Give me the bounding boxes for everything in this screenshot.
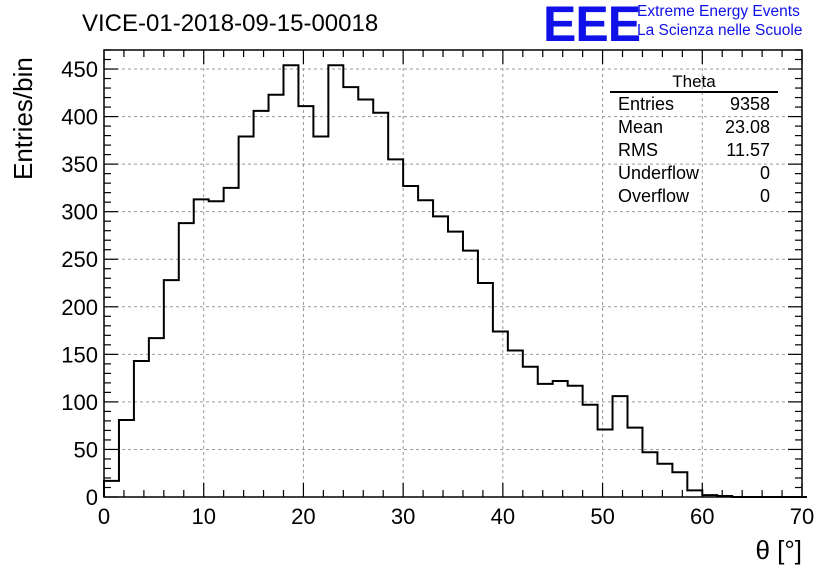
histogram-bin xyxy=(119,420,134,497)
chart-title: VICE-01-2018-09-15-00018 xyxy=(82,10,379,37)
stats-label: RMS xyxy=(618,140,658,160)
y-axis-label-wrap: Entries/bin xyxy=(8,57,38,180)
histogram-bin xyxy=(388,159,403,497)
y-tick-label: 50 xyxy=(74,437,98,462)
histogram-bin xyxy=(298,106,313,497)
histogram-bin xyxy=(418,200,433,497)
histogram-bin xyxy=(583,405,598,497)
histogram-bin xyxy=(433,216,448,497)
histogram-bin xyxy=(568,386,583,497)
histogram-bin xyxy=(508,351,523,497)
stats-box: Theta Entries 9358 Mean 23.08 RMS 11.57 … xyxy=(610,72,778,208)
histogram-bin xyxy=(478,283,493,497)
histogram-bin xyxy=(628,428,643,497)
stats-value: 0 xyxy=(759,186,770,206)
stats-row-mean: Mean 23.08 xyxy=(610,116,778,139)
eee-logo: EEE xyxy=(543,0,641,52)
histogram-bin xyxy=(672,472,687,497)
histogram-bin xyxy=(134,361,149,497)
x-tick-label: 0 xyxy=(98,504,110,529)
histogram-bin xyxy=(313,137,328,497)
y-tick-label: 200 xyxy=(61,295,98,320)
histogram-bin xyxy=(224,188,239,497)
stats-row-entries: Entries 9358 xyxy=(610,93,778,116)
histogram-bin xyxy=(328,65,343,497)
histogram-outline xyxy=(103,64,807,498)
y-tick-label: 0 xyxy=(86,485,98,510)
logo-line-1: Extreme Energy Events xyxy=(637,3,800,20)
histogram-bin xyxy=(343,87,358,497)
x-tick-label: 40 xyxy=(491,504,515,529)
histogram-bin xyxy=(149,338,164,497)
histogram-bin xyxy=(523,367,538,497)
histogram-bin xyxy=(493,332,508,497)
histogram-bin xyxy=(448,232,463,497)
y-tick-label: 400 xyxy=(61,105,98,130)
y-tick-label: 450 xyxy=(61,57,98,82)
x-tick-label: 10 xyxy=(191,504,215,529)
histogram-bin xyxy=(254,111,269,497)
histogram-bin xyxy=(358,99,373,497)
histogram-bin xyxy=(598,429,613,497)
stats-row-overflow: Overflow 0 xyxy=(610,185,778,208)
stats-value: 9358 xyxy=(729,94,770,114)
stats-title: Theta xyxy=(610,72,778,93)
histogram-bin xyxy=(239,137,254,497)
stats-row-underflow: Underflow 0 xyxy=(610,162,778,185)
stats-row-rms: RMS 11.57 xyxy=(610,139,778,162)
histogram-bin xyxy=(657,464,672,497)
y-axis-label: Entries/bin xyxy=(8,57,38,180)
logo-line-2: La Scienza nelle Scuole xyxy=(637,22,803,39)
histogram-bin xyxy=(613,396,628,497)
histogram-bin xyxy=(403,186,418,497)
histogram-bin xyxy=(553,381,568,497)
x-tick-label: 20 xyxy=(291,504,315,529)
x-tick-label: 30 xyxy=(391,504,415,529)
histogram-bin xyxy=(642,452,657,497)
stats-value: 0 xyxy=(759,163,770,183)
histogram-bin xyxy=(164,280,179,497)
y-tick-label: 150 xyxy=(61,342,98,367)
y-tick-label: 250 xyxy=(61,247,98,272)
histogram-bin xyxy=(269,95,284,497)
histogram-bin xyxy=(179,223,194,497)
histogram-bin xyxy=(687,490,702,497)
x-tick-label: 70 xyxy=(790,504,814,529)
histogram-bin xyxy=(463,251,478,497)
x-tick-label: 60 xyxy=(690,504,714,529)
histogram-bin xyxy=(373,113,388,497)
histogram-bin xyxy=(104,481,119,497)
histogram-bin xyxy=(209,201,224,497)
histogram-bin xyxy=(283,65,298,497)
x-axis-label: θ [°] xyxy=(755,535,802,565)
plot-frame xyxy=(103,49,803,498)
histogram-bin xyxy=(194,199,209,497)
histogram-bin xyxy=(538,384,553,497)
eee-logo-text: Extreme Energy Events La Scienza nelle S… xyxy=(637,2,802,40)
y-tick-label: 300 xyxy=(61,200,98,225)
stats-value: 23.08 xyxy=(724,117,770,137)
x-tick-label: 50 xyxy=(590,504,614,529)
stats-label: Mean xyxy=(618,117,664,137)
stats-label: Underflow xyxy=(618,163,700,183)
stats-label: Overflow xyxy=(618,186,690,206)
stats-value: 11.57 xyxy=(726,140,770,160)
y-tick-label: 100 xyxy=(61,390,98,415)
stats-label: Entries xyxy=(618,94,675,114)
y-tick-label: 350 xyxy=(61,152,98,177)
